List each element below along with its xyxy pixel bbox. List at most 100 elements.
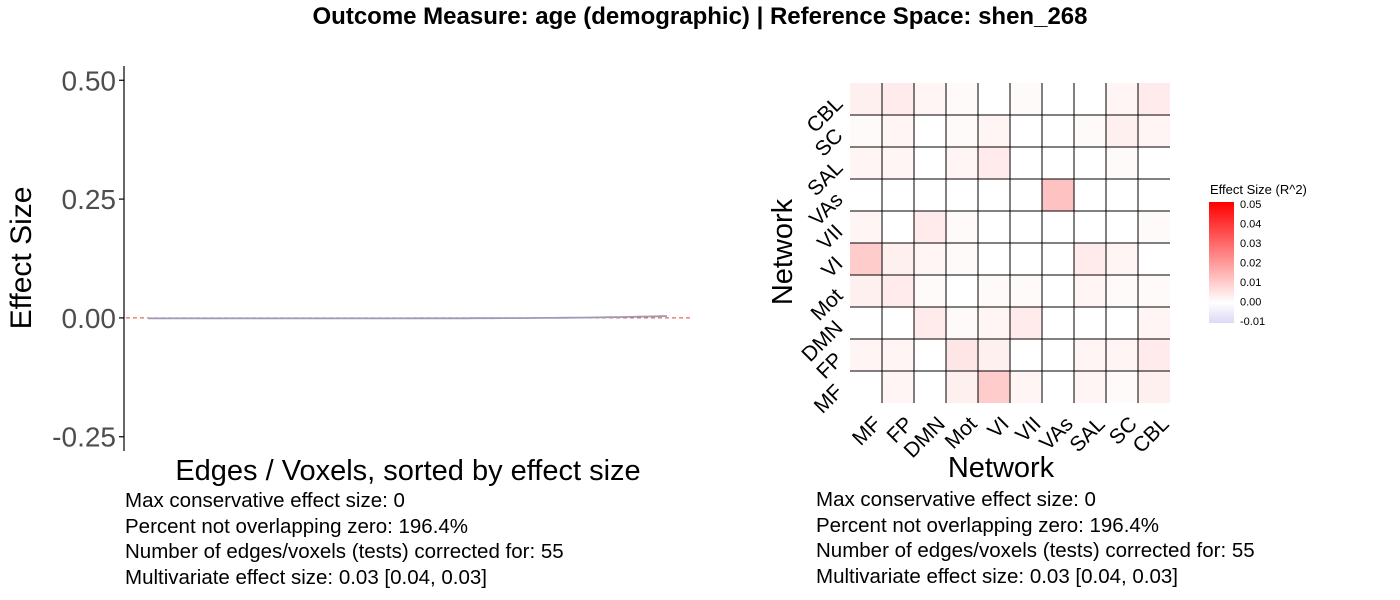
heatmap-cell (1138, 371, 1170, 403)
heatmap-y-tick-label: SAL (803, 156, 847, 200)
heatmap-y-axis-label: Network (767, 198, 799, 305)
heatmap-cell (914, 179, 946, 211)
heatmap-cell (1010, 147, 1042, 179)
heatmap-cell (1106, 115, 1138, 147)
heatmap-cell (1106, 339, 1138, 371)
heatmap-cell (1106, 243, 1138, 275)
heatmap-cell (882, 307, 914, 339)
y-axis-label: Effect Size (5, 187, 38, 330)
heatmap-cell (1010, 211, 1042, 243)
heatmap-cell (1074, 83, 1106, 115)
y-tick-label: 0.00 (62, 303, 117, 334)
heatmap-y-tick-label: Mot (807, 284, 848, 325)
heatmap-grid-lines (850, 83, 1170, 403)
heatmap-cell (850, 275, 882, 307)
y-tick-label: -0.25 (52, 422, 116, 453)
color-scale-legend: Effect Size (R^2) 0.050.040.030.020.010.… (1209, 182, 1307, 328)
heatmap-cell (914, 243, 946, 275)
heatmap-cell (1010, 275, 1042, 307)
y-axis-ticks: -0.25 0.00 0.25 0.50 (52, 65, 124, 453)
heatmap-cell (914, 371, 946, 403)
heatmap-cell (1074, 147, 1106, 179)
heatmap-cell (1106, 307, 1138, 339)
heatmap-x-tick-label: VI (983, 412, 1013, 442)
heatmap-x-tick-label: CBL (1129, 412, 1174, 457)
heatmap-cell (1138, 243, 1170, 275)
heatmap-cell (946, 83, 978, 115)
heatmap-y-tick-label: MF (810, 380, 848, 418)
heatmap-cell (882, 147, 914, 179)
heatmap-cell (882, 115, 914, 147)
heatmap-cell (1106, 371, 1138, 403)
heatmap-cell (1042, 179, 1074, 211)
heatmap-cell (1138, 83, 1170, 115)
heatmap-cell (850, 179, 882, 211)
heatmap-cell (946, 115, 978, 147)
stat-number-tests: Number of edges/voxels (tests) corrected… (816, 539, 1255, 562)
heatmap-cell (1042, 83, 1074, 115)
heatmap-x-axis-label: Network (948, 452, 1055, 484)
heatmap-cell (850, 211, 882, 243)
heatmap-cell (1042, 307, 1074, 339)
stat-multivariate: Multivariate effect size: 0.03 [0.04, 0.… (125, 565, 487, 589)
heatmap-cell (1106, 83, 1138, 115)
heatmap-cell (850, 147, 882, 179)
heatmap-cell (978, 179, 1010, 211)
heatmap-cell (1042, 147, 1074, 179)
heatmap-x-tick-label: Mot (941, 412, 982, 453)
heatmap-cell (850, 243, 882, 275)
heatmap-cell (1042, 115, 1074, 147)
heatmap-x-tick-label: MF (848, 412, 886, 450)
heatmap-cell (1010, 307, 1042, 339)
stat-max-conservative: Max conservative effect size: 0 (816, 488, 1096, 511)
heatmap-cell (1010, 83, 1042, 115)
heatmap-cell (850, 339, 882, 371)
heatmap-cell (1010, 179, 1042, 211)
heatmap-cells (850, 83, 1170, 403)
heatmap-cell (1074, 115, 1106, 147)
heatmap-cell (978, 83, 1010, 115)
heatmap-cell (1138, 307, 1170, 339)
heatmap-cell (1042, 243, 1074, 275)
heatmap-cell (1042, 211, 1074, 243)
heatmap-cell (914, 339, 946, 371)
heatmap-cell (946, 275, 978, 307)
heatmap-cell (978, 243, 1010, 275)
heatmap-cell (1138, 147, 1170, 179)
stat-percent-not-overlapping: Percent not overlapping zero: 196.4% (125, 514, 469, 538)
heatmap-cell (978, 147, 1010, 179)
left-stats-panel: Max conservative effect size: 0 Percent … (125, 488, 564, 590)
heatmap-cell (1074, 275, 1106, 307)
heatmap-cell (1074, 339, 1106, 371)
heatmap-cell (1138, 211, 1170, 243)
heatmap-cell (882, 179, 914, 211)
heatmap-cell (1106, 147, 1138, 179)
heatmap-cell (946, 339, 978, 371)
stat-max-conservative: Max conservative effect size: 0 (125, 489, 405, 512)
effect-size-line-chart: -0.25 0.00 0.25 0.50 Effect Size Edges / Vo… (5, 65, 690, 487)
legend-tick-label: 0.04 (1240, 219, 1261, 231)
heatmap-x-tick-label: SAL (1065, 412, 1109, 456)
heatmap-cell (882, 83, 914, 115)
legend-title: Effect Size (R^2) (1210, 182, 1307, 197)
heatmap-cell (882, 275, 914, 307)
heatmap-cell (1074, 179, 1106, 211)
right-stats-panel: Max conservative effect size: 0 Percent … (816, 487, 1255, 589)
heatmap-cell (978, 339, 1010, 371)
heatmap-cell (914, 115, 946, 147)
heatmap-cell (946, 307, 978, 339)
heatmap-cell (1042, 339, 1074, 371)
heatmap-y-tick-label: CBL (802, 92, 847, 137)
heatmap-cell (1074, 243, 1106, 275)
heatmap-cell (1138, 339, 1170, 371)
heatmap-cell (978, 371, 1010, 403)
stat-multivariate: Multivariate effect size: 0.03 [0.04, 0.… (816, 564, 1178, 588)
heatmap-cell (1138, 275, 1170, 307)
heatmap-cell (914, 147, 946, 179)
heatmap-cell (882, 243, 914, 275)
heatmap-cell (914, 275, 946, 307)
heatmap-cell (1138, 115, 1170, 147)
heatmap-cell (946, 179, 978, 211)
heatmap-cell (1010, 339, 1042, 371)
